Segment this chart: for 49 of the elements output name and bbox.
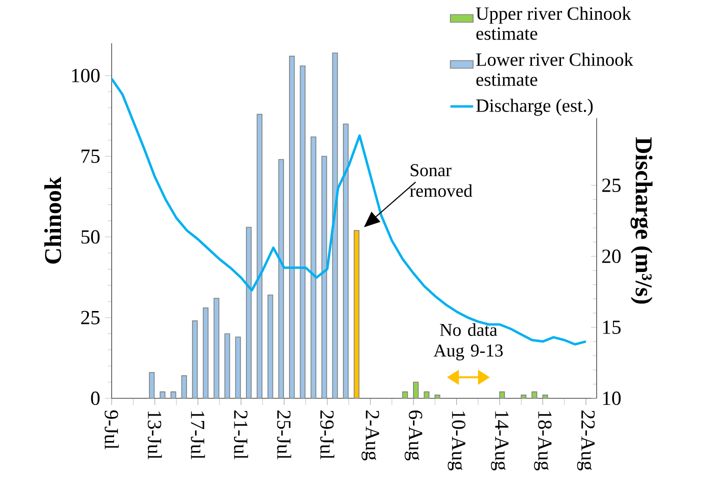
bar — [300, 65, 306, 399]
bar — [402, 391, 408, 399]
x-tick-label: 21-Jul — [234, 410, 248, 460]
x-tick-label: 18-Aug — [534, 411, 552, 470]
bar — [278, 159, 284, 399]
x-tick-label: 9-Jul — [104, 410, 119, 450]
x-tick-label: 14-Aug — [490, 411, 508, 470]
bar — [246, 226, 252, 399]
bar — [170, 391, 176, 399]
x-tick-label: 2-Aug — [362, 410, 380, 460]
y2-tick-label: 25 — [602, 178, 621, 192]
annotation: Sonar removed — [410, 164, 472, 197]
bar — [192, 320, 198, 399]
x-tick-label: 10-Aug — [448, 411, 466, 470]
y2-tick-label: 15 — [603, 320, 621, 334]
legend-label: Upper river Chinook estimate — [476, 6, 632, 40]
x-tick-label: 25-Jul — [277, 410, 292, 460]
y-axis-title: Chinook — [44, 176, 62, 264]
bar — [160, 391, 166, 399]
legend-label: Lower river Chinook estimate — [476, 52, 634, 86]
y-tick-label: 0 — [91, 392, 100, 406]
x-tick-label: 22-Aug — [577, 410, 595, 470]
bar — [342, 124, 349, 399]
y2-axis-title: Discharge (m³/s) — [630, 137, 653, 304]
bar — [256, 114, 262, 399]
bar — [310, 136, 316, 399]
annotation: No data Aug 9-13 — [434, 323, 503, 360]
y-tick-label: 100 — [72, 68, 100, 82]
legend-label: Discharge (est.) — [476, 98, 593, 116]
x-tick-label: 13-Jul — [148, 411, 162, 460]
bar — [532, 391, 538, 399]
bar — [268, 294, 274, 399]
bar — [289, 56, 295, 399]
y-tick-label: 25 — [81, 310, 100, 324]
bar — [202, 308, 209, 399]
y2-tick-label: 10 — [603, 392, 621, 406]
bar — [321, 156, 328, 399]
bar — [224, 333, 230, 399]
bar — [181, 375, 187, 399]
x-tick-label: 17-Jul — [190, 411, 205, 460]
bar — [148, 372, 155, 399]
y-tick-label: 50 — [82, 230, 100, 244]
x-tick-label: 29-Jul — [320, 410, 334, 460]
bar — [332, 52, 338, 399]
bar — [354, 230, 360, 399]
bar — [424, 391, 430, 399]
x-tick-label: 6-Aug — [404, 410, 422, 460]
y2-tick-label: 20 — [602, 250, 621, 264]
y-tick-label: 75 — [82, 150, 100, 163]
